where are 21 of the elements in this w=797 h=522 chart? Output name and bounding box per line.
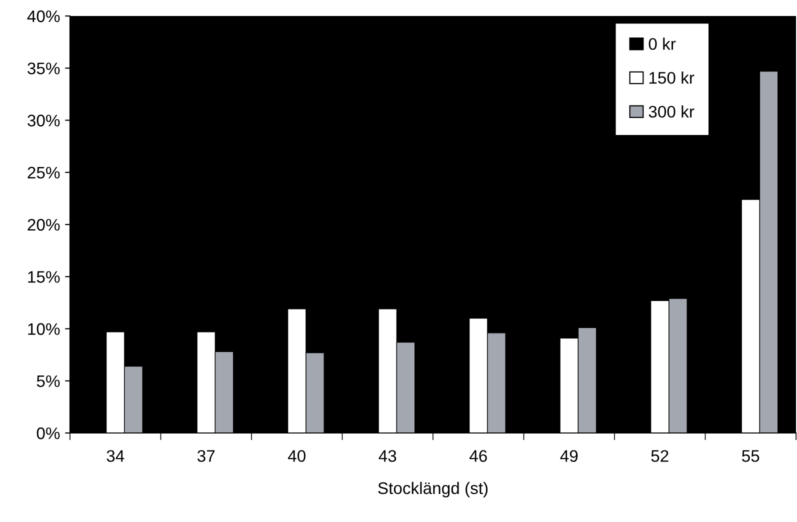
y-tick-label: 40% — [27, 10, 60, 22]
y-tick-label: 15% — [28, 271, 60, 283]
y-tick-label: 30% — [28, 114, 60, 126]
x-tick-label: 40 — [288, 450, 306, 462]
y-tick-label: 20% — [28, 218, 60, 231]
x-axis-title: Stocklängd (st) — [378, 482, 488, 498]
x-tick-label: 52 — [651, 450, 668, 462]
legend-label: 0 kr — [648, 38, 676, 50]
y-tick-label: 5% — [36, 375, 60, 388]
y-tick-label: 0% — [36, 427, 60, 440]
legend-label: 150 kr — [649, 72, 694, 84]
x-tick-label: 55 — [742, 450, 760, 462]
y-tick-label: 35% — [28, 62, 60, 74]
x-tick-label: 49 — [560, 450, 578, 462]
x-tick-label: 43 — [378, 450, 396, 462]
x-tick-label: 34 — [106, 450, 124, 462]
legend-label: 300 kr — [648, 105, 694, 118]
x-tick-label: 46 — [469, 450, 487, 462]
y-tick-label: 25% — [28, 166, 60, 179]
x-tick-label: 37 — [197, 450, 215, 462]
y-tick-label: 10% — [28, 323, 60, 335]
